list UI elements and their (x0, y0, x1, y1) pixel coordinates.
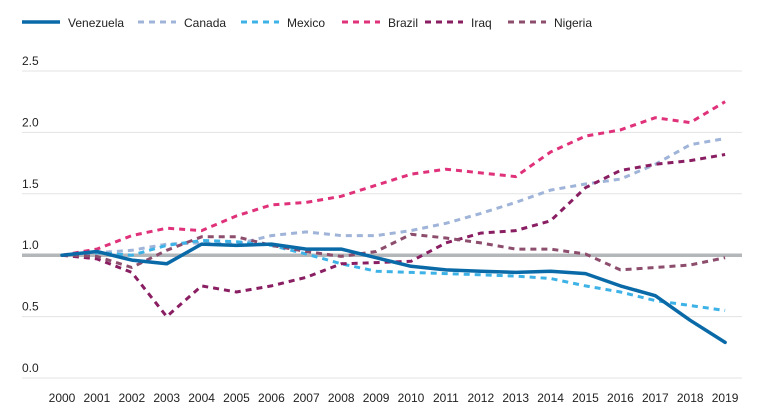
grid (22, 70, 742, 379)
series-line-venezuela (60, 242, 727, 345)
series-line-canada (61, 137, 726, 257)
legend-label: Canada (184, 16, 226, 30)
legend-item-iraq: Iraq (425, 16, 492, 30)
legend-label: Nigeria (554, 16, 592, 30)
series-line-mexico (61, 239, 726, 312)
x-tick-label: 2016 (607, 391, 634, 405)
x-tick-label: 2008 (328, 391, 355, 405)
legend-item-nigeria: Nigeria (508, 16, 592, 30)
legend-item-brazil: Brazil (342, 16, 418, 30)
legend-label: Mexico (287, 16, 325, 30)
y-tick-label: 1.0 (22, 238, 39, 252)
y-tick-label: 2.0 (22, 115, 39, 129)
x-tick-label: 2017 (642, 391, 669, 405)
legend-item-venezuela: Venezuela (22, 16, 124, 30)
x-tick-label: 2000 (49, 391, 76, 405)
y-tick-label: 0.5 (22, 300, 39, 314)
series-line-iraq (61, 153, 726, 319)
x-tick-label: 2012 (467, 391, 494, 405)
legend-label: Venezuela (68, 16, 124, 30)
x-tick-label: 2014 (537, 391, 564, 405)
x-tick-label: 2009 (363, 391, 390, 405)
x-tick-label: 2006 (258, 391, 285, 405)
legend-item-mexico: Mexico (241, 16, 325, 30)
x-tick-label: 2003 (153, 391, 180, 405)
x-tick-label: 2010 (398, 391, 425, 405)
x-axis: 2000 2001 2002 2003 2004 2005 2006 2007 2008 2009… (49, 391, 739, 405)
x-tick-label: 2007 (293, 391, 320, 405)
x-tick-label: 2001 (84, 391, 111, 405)
y-tick-label: 2.5 (22, 54, 39, 68)
x-tick-label: 2011 (433, 391, 459, 405)
series-line-brazil (61, 100, 726, 257)
x-tick-label: 2005 (223, 391, 250, 405)
series-layer (60, 100, 727, 345)
legend: Venezuela Canada Mexico Brazil Iraq Nigeria (22, 16, 592, 30)
x-tick-label: 2013 (502, 391, 529, 405)
legend-label: Iraq (471, 16, 492, 30)
series-line-nigeria (61, 232, 726, 272)
x-tick-label: 2018 (677, 391, 704, 405)
x-tick-label: 2019 (712, 391, 739, 405)
legend-label: Brazil (388, 16, 418, 30)
legend-item-canada: Canada (138, 16, 226, 30)
y-axis: 0.0 0.5 1.0 1.5 2.0 2.5 (22, 54, 39, 375)
y-tick-label: 1.5 (22, 177, 39, 191)
y-tick-label: 0.0 (22, 361, 39, 375)
x-tick-label: 2004 (188, 391, 215, 405)
x-tick-label: 2002 (118, 391, 145, 405)
x-tick-label: 2015 (572, 391, 599, 405)
